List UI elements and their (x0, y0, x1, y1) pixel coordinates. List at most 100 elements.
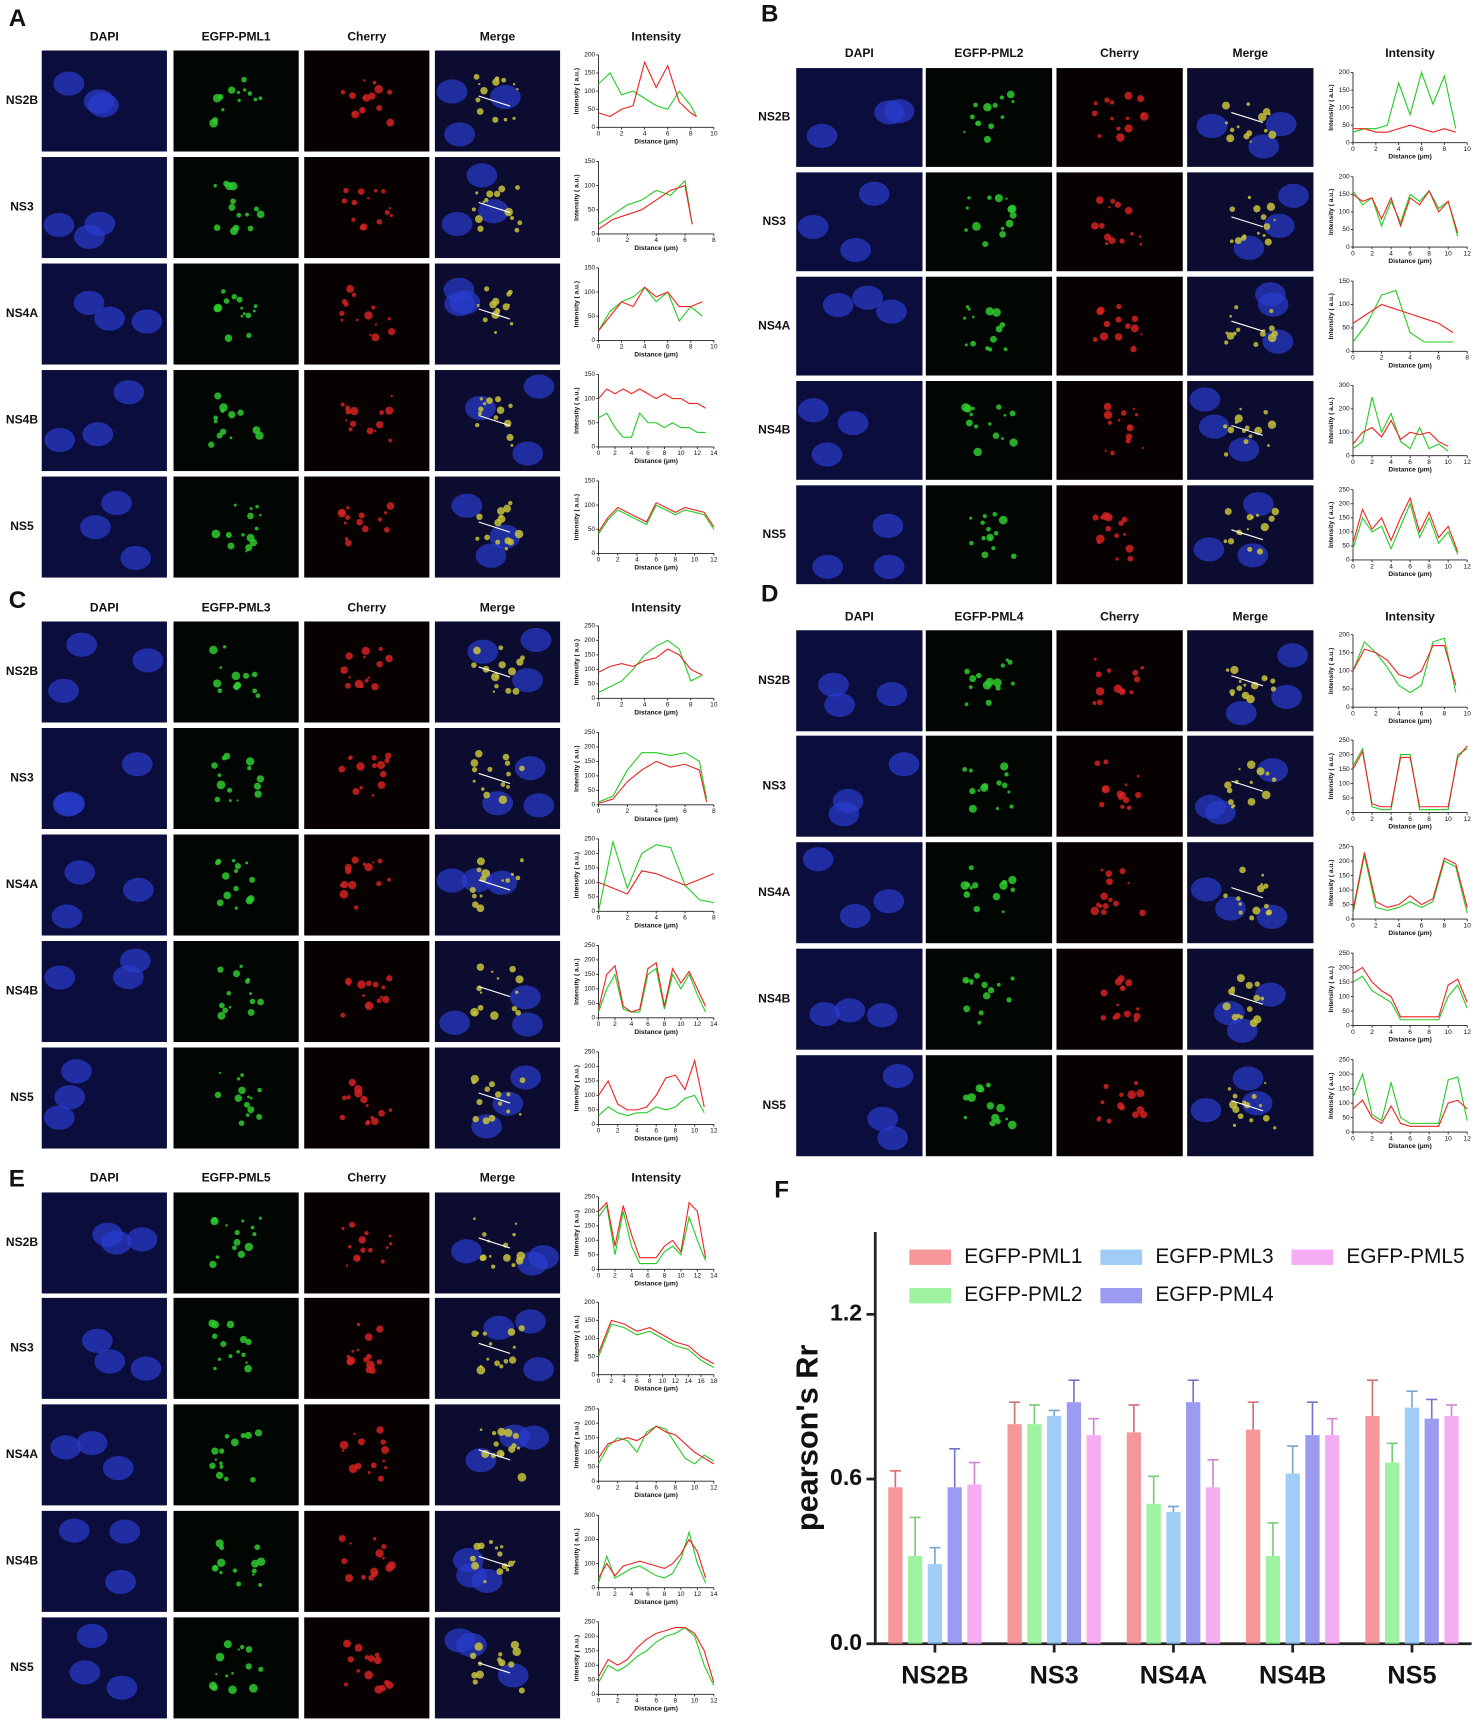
y-tick-label: 150 (584, 652, 595, 659)
signal (992, 102, 998, 108)
axis (1352, 1059, 1468, 1133)
x-tick-label: 0 (597, 1698, 601, 1705)
profile-line (478, 879, 511, 891)
signal (381, 985, 386, 990)
nucleus (106, 1675, 138, 1700)
profile-line (1231, 780, 1264, 792)
signal (962, 976, 970, 984)
signal (471, 767, 478, 773)
y-tick-label: 100 (1339, 529, 1350, 536)
signal (498, 185, 506, 193)
signal (475, 97, 481, 103)
signal (210, 1217, 219, 1226)
signal (1247, 195, 1252, 200)
signal (515, 875, 521, 881)
y-tick-label: 200 (1339, 964, 1350, 971)
signal (1139, 909, 1146, 917)
signal (237, 1250, 246, 1259)
x-tick-label: 8 (1427, 459, 1431, 466)
nucleus (109, 1519, 141, 1544)
y-tick-label: 50 (588, 681, 596, 688)
signal (371, 755, 377, 761)
signal (505, 878, 511, 883)
signal (380, 1439, 386, 1445)
nucleus (81, 1328, 113, 1353)
signal (512, 1560, 516, 1564)
signal (381, 1544, 387, 1550)
signal (1226, 787, 1233, 794)
signal (1249, 915, 1255, 921)
signal (963, 404, 972, 413)
y-tick-label: 200 (1339, 406, 1350, 413)
signal (510, 443, 514, 447)
signal (258, 1582, 263, 1587)
signal (215, 1652, 225, 1662)
signal (504, 547, 509, 551)
nucleus (44, 427, 76, 453)
y-tick-label: 200 (584, 1299, 595, 1306)
x-tick-label: 8 (1443, 146, 1447, 153)
signal (236, 1349, 240, 1354)
signal (249, 998, 256, 1005)
signal (378, 646, 383, 652)
x-axis-title: Distance (μm) (634, 245, 678, 252)
signal (1114, 1012, 1121, 1020)
y-tick-label: 150 (584, 1648, 595, 1655)
micrograph (1056, 172, 1183, 272)
y-tick-label: 150 (1339, 278, 1350, 285)
signal (471, 207, 476, 212)
signal (517, 1472, 527, 1482)
y-tick-label: 100 (584, 1662, 595, 1669)
signal (994, 194, 1003, 203)
micrograph (925, 948, 1053, 1050)
axis (1352, 176, 1468, 248)
x-tick-label: 6 (1420, 710, 1424, 717)
error-bar (1306, 1401, 1318, 1436)
signal (476, 963, 485, 971)
signal (372, 981, 379, 988)
signal (252, 426, 261, 435)
signal (360, 1247, 366, 1253)
signal (1260, 883, 1263, 886)
nucleus (490, 84, 521, 110)
signal (241, 533, 245, 537)
signal (1139, 112, 1149, 121)
signal (492, 116, 499, 123)
signal (224, 334, 233, 342)
signal (972, 222, 981, 231)
axis (598, 1408, 714, 1482)
signal (1232, 1123, 1237, 1127)
nucleus (82, 422, 114, 447)
signal (381, 189, 386, 194)
signal (471, 1561, 480, 1570)
x-axis-title: Distance (μm) (1388, 930, 1432, 937)
signal (1229, 314, 1232, 318)
signal (1010, 976, 1015, 981)
signal (1136, 1007, 1140, 1011)
signal (1265, 771, 1270, 776)
y-tick-label: 200 (1339, 751, 1350, 758)
signal (1253, 1015, 1262, 1024)
signal (1234, 305, 1239, 310)
x-tick-label: 2 (610, 1378, 614, 1385)
intensity-line (1352, 419, 1449, 447)
signal (388, 1108, 393, 1112)
x-tick-label: 6 (654, 1485, 658, 1492)
signal (479, 894, 483, 898)
signal (222, 1007, 228, 1014)
signal (1119, 985, 1126, 992)
signal (348, 676, 351, 679)
signal (488, 1539, 494, 1545)
signal (249, 538, 258, 547)
signal (1263, 883, 1269, 889)
row-label: NS5 (10, 1090, 34, 1104)
signal (482, 1117, 490, 1125)
x-tick-label: 6 (654, 1698, 658, 1705)
y-tick-label: 200 (1339, 631, 1350, 638)
signal (1113, 684, 1123, 693)
x-tick-label: 8 (712, 808, 716, 815)
signal (387, 89, 393, 95)
x-tick-label: 10 (677, 1273, 685, 1280)
signal (245, 1113, 250, 1118)
panel-letter: C (9, 587, 26, 614)
